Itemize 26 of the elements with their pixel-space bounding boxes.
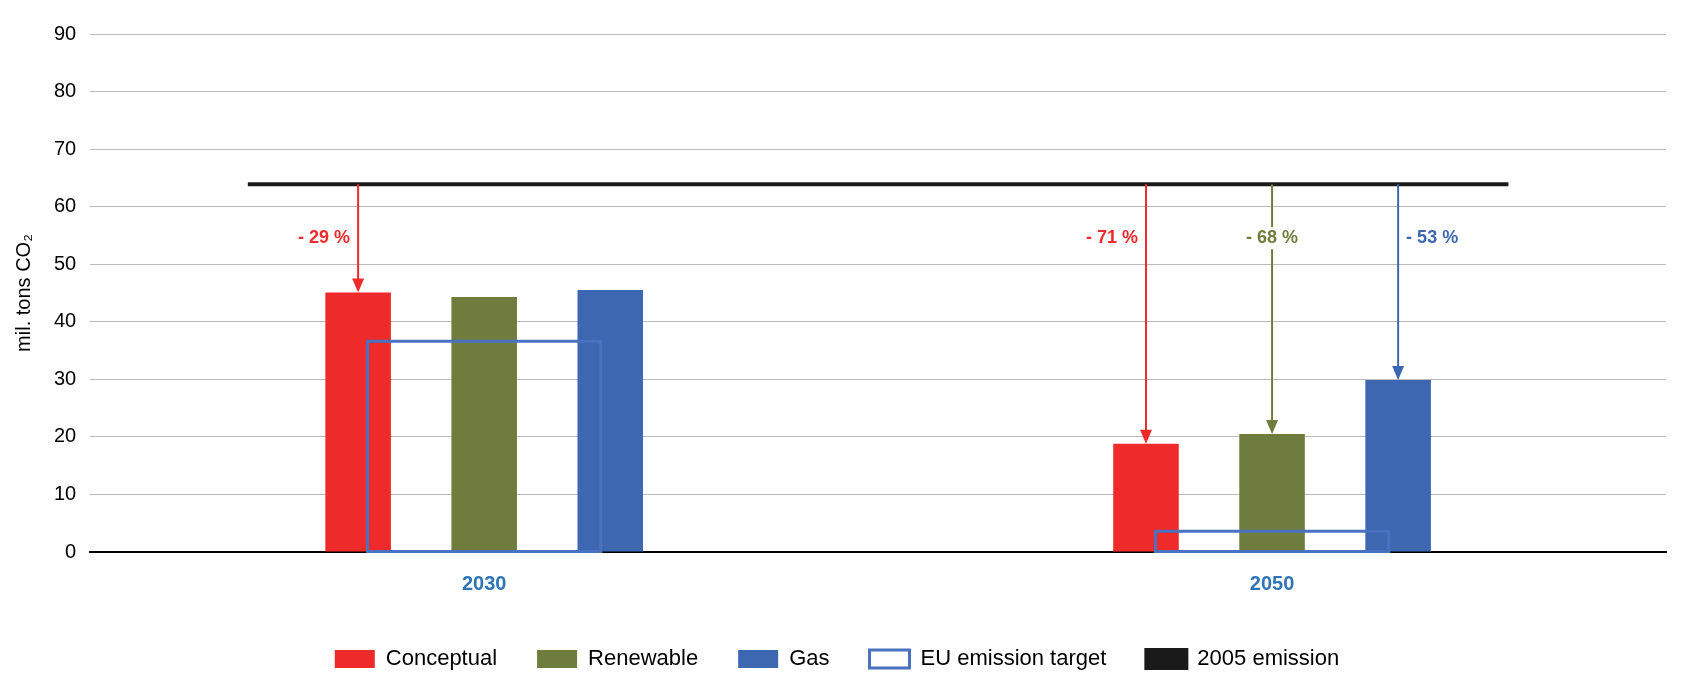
y-tick-label: 0 xyxy=(65,539,77,562)
y-tick-label: 20 xyxy=(54,424,77,447)
x-tick-label: 2050 xyxy=(1249,571,1295,594)
y-tick-label: 90 xyxy=(54,21,77,44)
annotation: - 71 % xyxy=(1085,227,1138,248)
annotation: - 29 % xyxy=(298,227,351,248)
legend-label: Renewable xyxy=(588,645,699,671)
y-tick-label: 50 xyxy=(54,251,77,274)
bar xyxy=(577,290,644,552)
legend-label: EU emission target xyxy=(920,645,1107,671)
bar xyxy=(451,297,517,552)
legend-label: 2005 emission xyxy=(1197,645,1340,671)
y-tick-label: 70 xyxy=(54,136,77,159)
annotation: - 68 % xyxy=(1246,227,1299,248)
y-axis-title: mil. tons CO₂ xyxy=(11,234,34,352)
annotation: - 53 % xyxy=(1406,227,1459,248)
legend-label: Gas xyxy=(789,645,830,671)
y-tick-label: 30 xyxy=(54,366,77,389)
bar xyxy=(366,339,603,553)
y-tick-label: 10 xyxy=(54,481,77,504)
bar xyxy=(1153,529,1391,553)
y-tick-label: 40 xyxy=(54,309,77,332)
x-tick-label: 2030 xyxy=(461,571,507,594)
y-tick-label: 80 xyxy=(54,79,77,102)
y-tick-label: 60 xyxy=(54,194,77,217)
legend-label: Conceptual xyxy=(385,645,498,671)
